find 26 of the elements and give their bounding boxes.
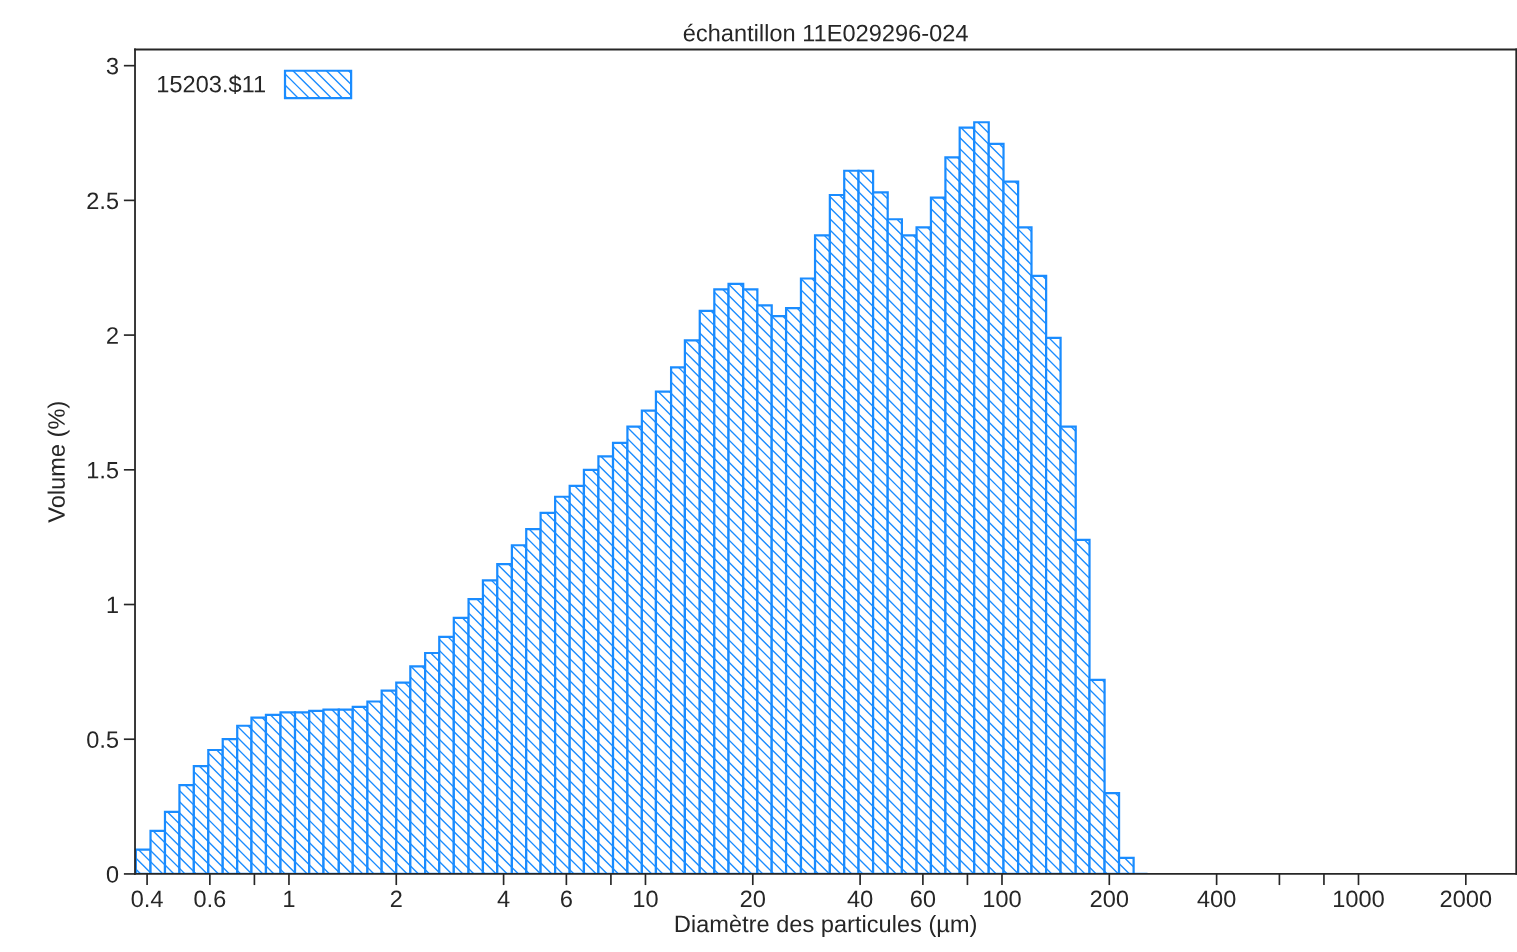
y-tick-label: 2 [107,327,118,344]
x-tick-label: 100 [984,890,1021,908]
legend-label: 15203.$11 [158,74,265,94]
y-tick-label: 0 [106,866,119,883]
x-tick-label: 0.4 [131,890,163,908]
x-tick-label: 10 [634,890,658,908]
x-tick-label: 400 [1197,890,1236,908]
x-tick-label: 60 [910,890,936,908]
y-tick-label: 3 [106,57,118,75]
x-tick-label: 2 [390,890,402,908]
y-tick-label: 0.5 [87,731,119,749]
x-axis-title: Diamètre des particules (µm) [675,914,976,937]
x-tick-label: 4 [497,890,510,908]
x-tick-label: 2000 [1440,890,1492,908]
y-tick-label: 2.5 [87,192,119,210]
x-tick-label: 1000 [1334,890,1384,908]
y-axis-title: Volume (%) [47,402,70,523]
x-tick-label: 200 [1090,890,1129,908]
y-tick-label: 1.5 [88,462,119,479]
x-tick-label: 1 [284,890,295,908]
x-tick-label: 20 [740,890,765,908]
x-tick-label: 0.6 [194,890,226,908]
y-tick-label: 1 [107,596,118,614]
x-tick-label: 6 [561,890,572,908]
chart-title: échantillon 11E029296-024 [683,23,968,42]
x-tick-label: 40 [847,890,873,908]
